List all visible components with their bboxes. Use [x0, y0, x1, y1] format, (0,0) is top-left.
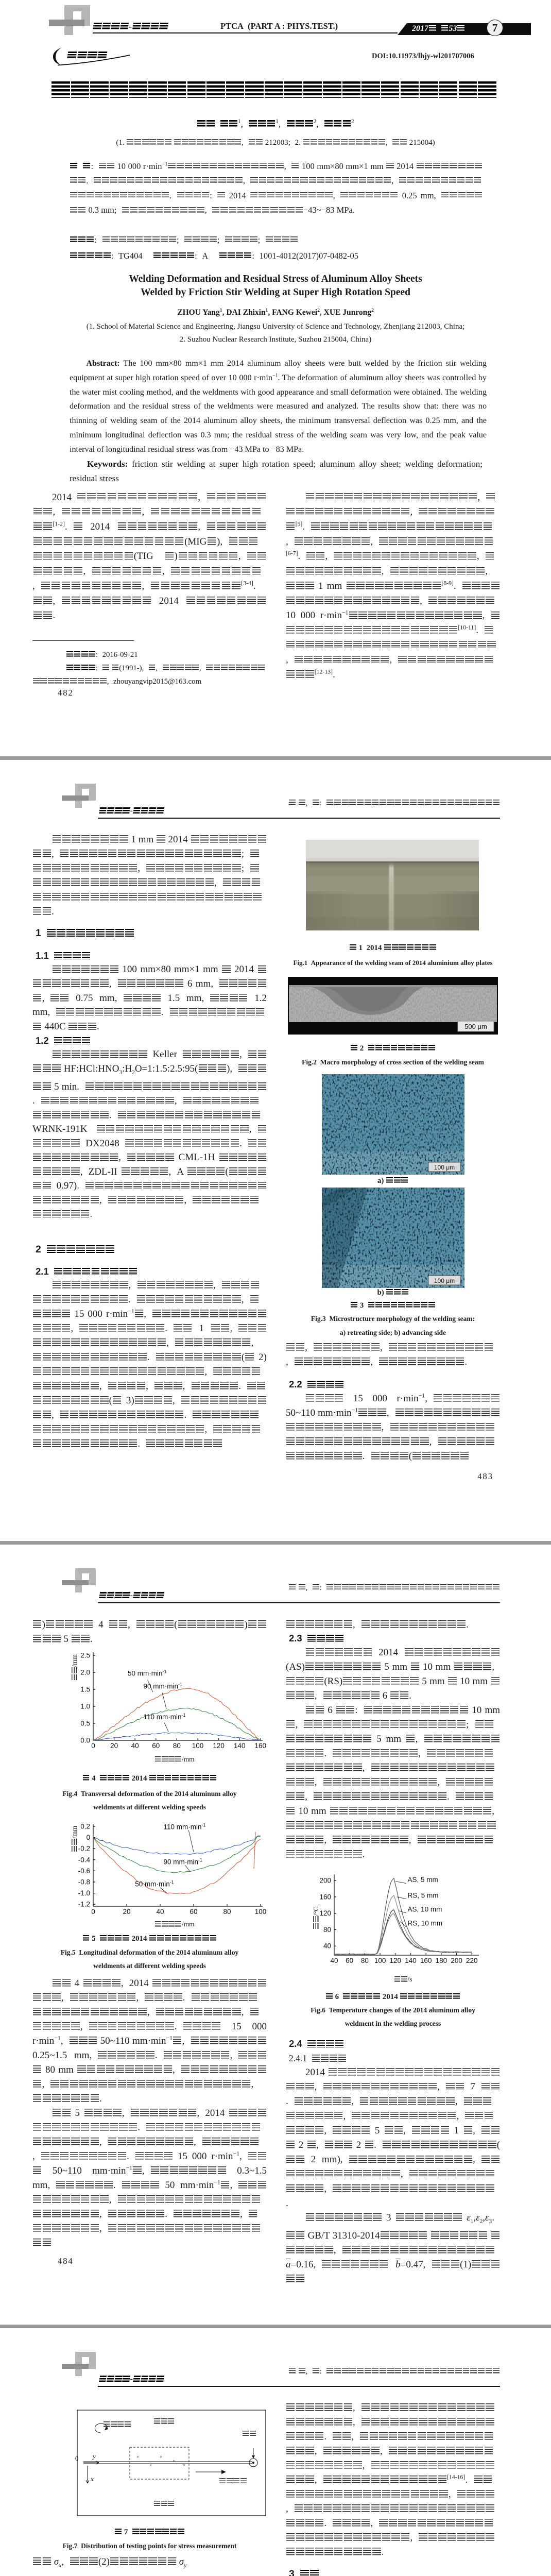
svg-text:110 mm·min-1: 110 mm·min-1 — [164, 1822, 206, 1831]
svg-text:RS, 10 mm: RS, 10 mm — [408, 1919, 443, 1927]
svg-text:100: 100 — [255, 1908, 267, 1916]
svg-text:×: × — [149, 2463, 152, 2468]
svg-text:90 mm·min-1: 90 mm·min-1 — [164, 1857, 203, 1866]
svg-text:2.0: 2.0 — [80, 1669, 90, 1676]
svg-text:50 mm·min-1: 50 mm·min-1 — [128, 1669, 167, 1677]
svg-text:40: 40 — [131, 1742, 139, 1750]
svg-text:40: 40 — [323, 1942, 331, 1950]
svg-text:60: 60 — [190, 1908, 197, 1916]
svg-text:120: 120 — [213, 1742, 225, 1750]
svg-text:80: 80 — [173, 1742, 181, 1750]
svg-text:180: 180 — [436, 1957, 447, 1964]
svg-text:×: × — [160, 2454, 162, 2460]
svg-text:140: 140 — [234, 1742, 246, 1750]
svg-text:0: 0 — [91, 1908, 95, 1916]
svg-text:y: y — [92, 2452, 96, 2460]
svg-text:80: 80 — [361, 1957, 369, 1964]
svg-text:120: 120 — [390, 1957, 402, 1964]
svg-text:110 mm·min-1: 110 mm·min-1 — [144, 1713, 186, 1721]
svg-text:-1.2: -1.2 — [78, 1901, 90, 1908]
svg-text:×: × — [183, 2463, 185, 2468]
svg-text:80: 80 — [323, 1926, 331, 1934]
svg-text:100: 100 — [374, 1957, 386, 1964]
svg-text:-0.6: -0.6 — [78, 1867, 90, 1875]
svg-text:-0.2: -0.2 — [78, 1845, 90, 1853]
svg-text:0: 0 — [75, 2454, 79, 2462]
svg-text:-0.4: -0.4 — [78, 1856, 91, 1863]
svg-text:0.5: 0.5 — [80, 1720, 90, 1727]
svg-text:20: 20 — [123, 1908, 130, 1916]
svg-text:0: 0 — [86, 1834, 90, 1841]
svg-text:90 mm·min-1: 90 mm·min-1 — [144, 1682, 183, 1690]
svg-text:AS, 5 mm: AS, 5 mm — [408, 1876, 438, 1884]
svg-text:1.5: 1.5 — [80, 1686, 90, 1693]
svg-text:220: 220 — [466, 1957, 478, 1964]
svg-text:100 μm: 100 μm — [434, 1164, 455, 1171]
svg-text:60: 60 — [346, 1957, 353, 1964]
svg-text:2.5: 2.5 — [80, 1652, 90, 1659]
svg-text:50 mm·min-1: 50 mm·min-1 — [135, 1879, 174, 1888]
svg-text:RS, 5 mm: RS, 5 mm — [408, 1891, 439, 1899]
svg-text:200: 200 — [319, 1877, 331, 1885]
svg-text:1.0: 1.0 — [80, 1703, 90, 1710]
svg-text:100: 100 — [192, 1742, 204, 1750]
svg-text:120: 120 — [319, 1909, 331, 1917]
svg-text:0.2: 0.2 — [80, 1823, 90, 1831]
svg-text:60: 60 — [152, 1742, 160, 1750]
svg-text:160: 160 — [420, 1957, 432, 1964]
svg-text:20: 20 — [110, 1742, 118, 1750]
svg-text:40: 40 — [330, 1957, 338, 1964]
svg-text:-1.0: -1.0 — [78, 1889, 90, 1897]
svg-text:0.0: 0.0 — [80, 1737, 90, 1744]
svg-text:×: × — [136, 2454, 139, 2460]
svg-text:-0.8: -0.8 — [78, 1878, 90, 1886]
svg-text:500 μm: 500 μm — [464, 1023, 487, 1030]
svg-text:200: 200 — [451, 1957, 462, 1964]
svg-text:160: 160 — [319, 1893, 331, 1901]
svg-text:80: 80 — [223, 1908, 231, 1916]
svg-text:0: 0 — [91, 1742, 95, 1750]
svg-text:40: 40 — [156, 1908, 164, 1916]
svg-text:160: 160 — [255, 1742, 267, 1750]
svg-text:100 μm: 100 μm — [434, 1277, 455, 1284]
svg-text:×: × — [173, 2459, 175, 2464]
svg-text:140: 140 — [405, 1957, 417, 1964]
svg-text:x: x — [90, 2475, 94, 2483]
svg-text:AS, 10 mm: AS, 10 mm — [408, 1905, 442, 1913]
